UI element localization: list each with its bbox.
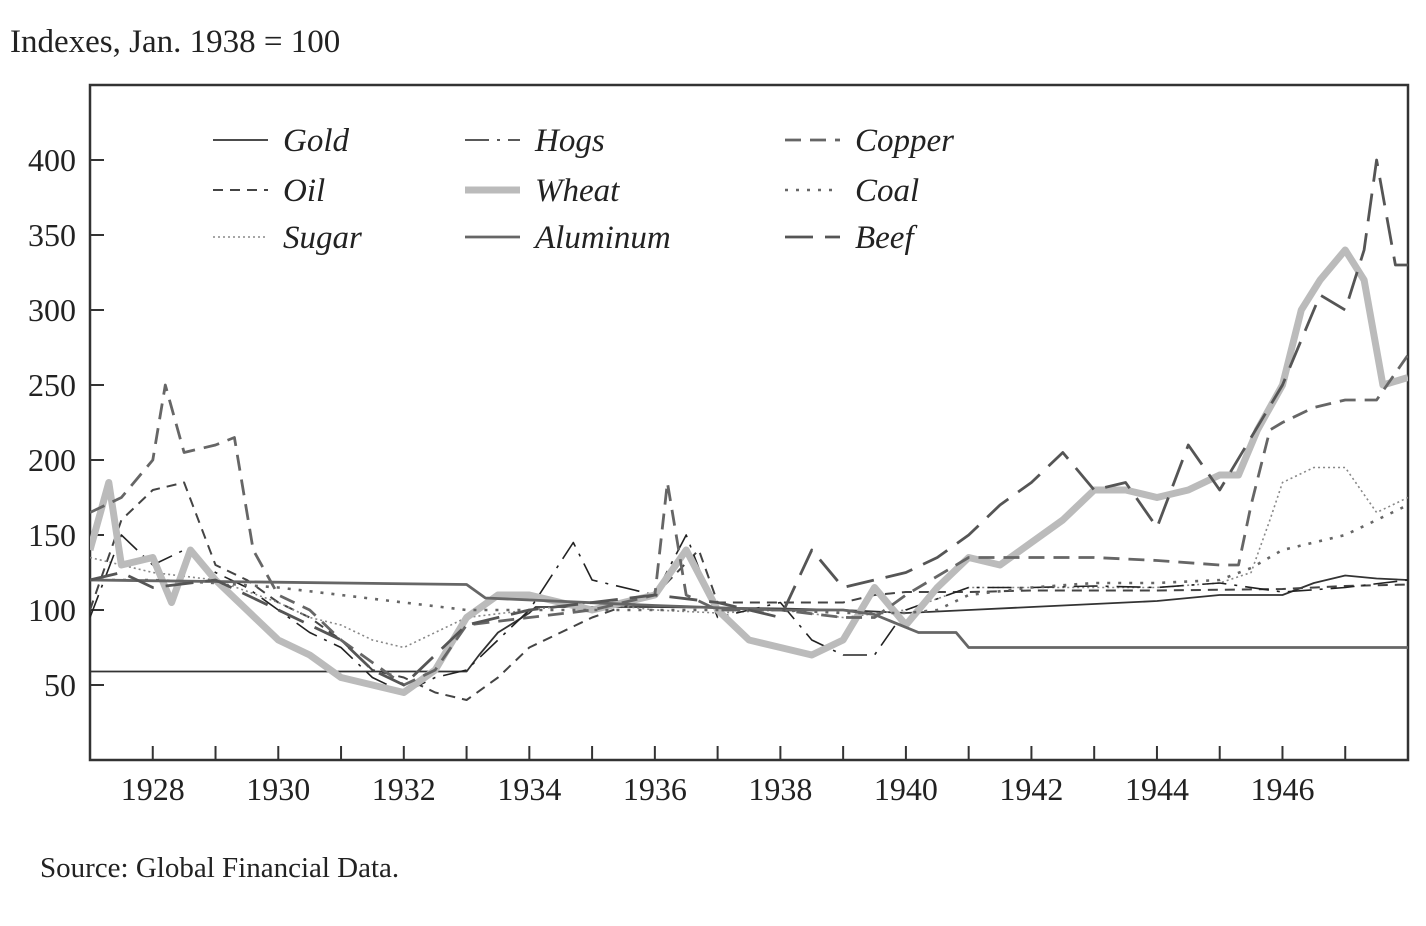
y-tick-label: 300	[28, 292, 76, 328]
legend-label-hogs: Hogs	[534, 123, 605, 159]
legend-label-aluminum: Aluminum	[533, 220, 671, 256]
x-tick-label: 1942	[999, 771, 1063, 807]
legend-label-gold: Gold	[283, 123, 350, 159]
y-tick-label: 350	[28, 217, 76, 253]
series-line-wheat	[90, 246, 1408, 696]
x-tick-label: 1946	[1250, 771, 1314, 807]
x-tick-label: 1932	[372, 771, 436, 807]
legend-label-beef: Beef	[855, 220, 917, 256]
legend-label-wheat: Wheat	[535, 173, 620, 209]
series-line-hogs	[90, 534, 1408, 694]
series-line-gold	[90, 574, 1408, 673]
legend-label-sugar: Sugar	[283, 220, 362, 256]
x-tick-label: 1944	[1125, 771, 1189, 807]
y-tick-label: 200	[28, 442, 76, 478]
x-tick-label: 1930	[246, 771, 310, 807]
series-line-aluminum	[90, 578, 1408, 649]
y-tick-label: 250	[28, 367, 76, 403]
y-tick-label: 100	[28, 592, 76, 628]
legend-label-coal: Coal	[855, 173, 919, 209]
series-line-oil	[90, 481, 1408, 701]
x-tick-label: 1938	[748, 771, 812, 807]
y-tick-label: 50	[44, 667, 76, 703]
source-note: Source: Global Financial Data.	[40, 852, 400, 884]
series-layer	[90, 158, 1408, 701]
x-tick-label: 1936	[623, 771, 687, 807]
series-line-sugar	[90, 466, 1408, 649]
series-line-coal	[90, 503, 1408, 615]
x-tick-label: 1928	[121, 771, 185, 807]
legend-label-copper: Copper	[855, 123, 954, 159]
legend: Gold Oil Sugar Hogs Wheat Aluminum Copper Coal B…	[213, 123, 954, 256]
y-tick-label: 400	[28, 142, 76, 178]
series-line-copper	[90, 354, 1408, 687]
legend-label-oil: Oil	[283, 173, 325, 209]
plot-area	[88, 83, 1410, 762]
series-line-beef	[90, 158, 1408, 687]
chart-title: Indexes, Jan. 1938 = 100	[10, 24, 341, 60]
x-tick-label: 1934	[497, 771, 561, 807]
y-tick-label: 150	[28, 517, 76, 553]
line-chart: 50 100 150 200 250 300 350 400 1928 1930 1932 1934 1…	[28, 83, 1410, 807]
x-tick-label: 1940	[874, 771, 938, 807]
axis-ticks: 50 100 150 200 250 300 350 400 1928 1930 1932 1934 1…	[28, 142, 1347, 807]
